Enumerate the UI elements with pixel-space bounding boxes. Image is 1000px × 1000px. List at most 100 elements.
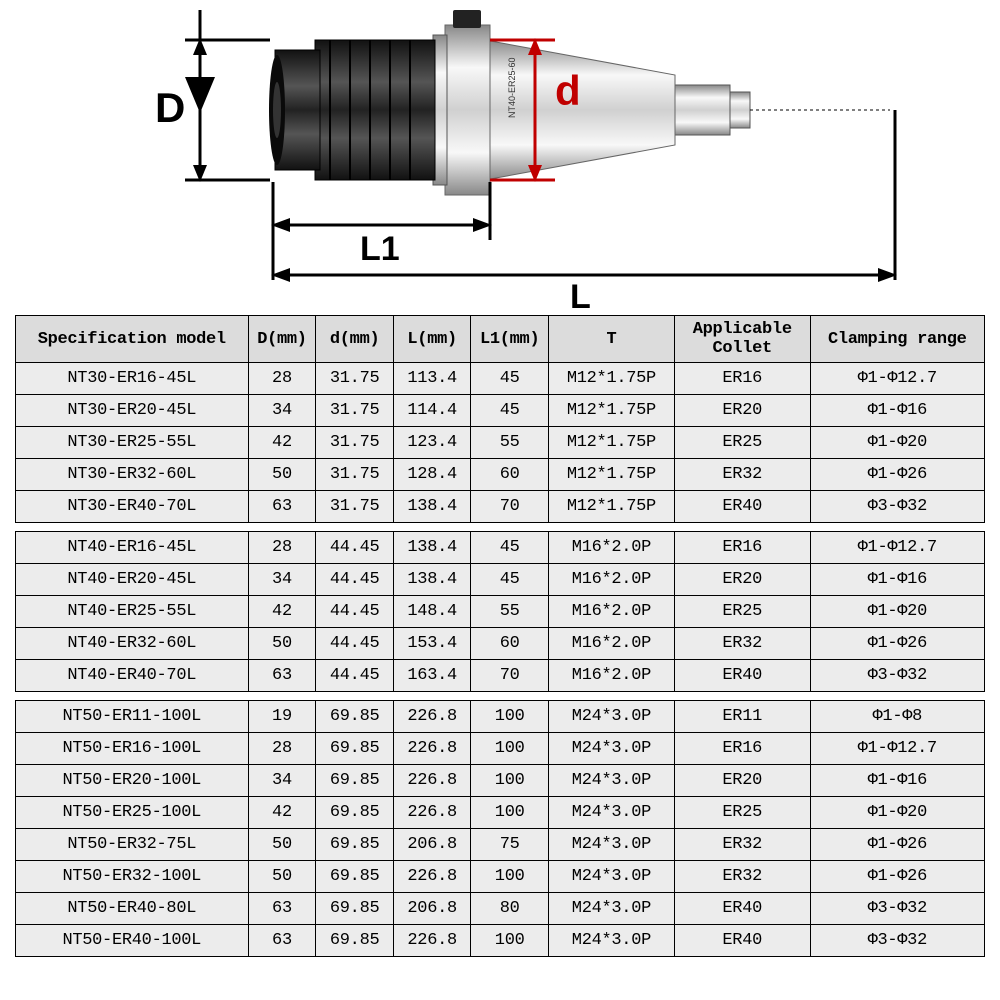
cell-range: Φ1-Φ16 <box>810 564 984 596</box>
hdr-T: T <box>548 316 674 363</box>
cell-T: M12*1.75P <box>548 491 674 523</box>
cell-L: 113.4 <box>393 363 471 395</box>
cell-T: M16*2.0P <box>548 628 674 660</box>
table-row: NT40-ER16-45L2844.45138.445M16*2.0PER16Φ… <box>16 532 985 564</box>
cell-collet: ER16 <box>674 363 810 395</box>
cell-d: 69.85 <box>316 861 394 893</box>
cell-range: Φ1-Φ12.7 <box>810 532 984 564</box>
table-row: NT30-ER20-45L3431.75114.445M12*1.75PER20… <box>16 395 985 427</box>
cell-L1: 45 <box>471 532 549 564</box>
cell-D: 28 <box>248 733 316 765</box>
cell-collet: ER40 <box>674 491 810 523</box>
hdr-L1: L1(mm) <box>471 316 549 363</box>
cell-D: 42 <box>248 427 316 459</box>
product-marking: NT40-ER25-60 <box>507 57 517 118</box>
header-row: Specification model D(mm) d(mm) L(mm) L1… <box>16 316 985 363</box>
cell-L: 128.4 <box>393 459 471 491</box>
cell-T: M24*3.0P <box>548 925 674 957</box>
cell-D: 28 <box>248 363 316 395</box>
cell-range: Φ1-Φ26 <box>810 861 984 893</box>
cell-L1: 100 <box>471 701 549 733</box>
cell-spec: NT40-ER16-45L <box>16 532 249 564</box>
cell-collet: ER32 <box>674 628 810 660</box>
cell-T: M16*2.0P <box>548 660 674 692</box>
cell-spec: NT40-ER40-70L <box>16 660 249 692</box>
cell-T: M12*1.75P <box>548 459 674 491</box>
cell-collet: ER40 <box>674 660 810 692</box>
cell-L1: 75 <box>471 829 549 861</box>
cell-L: 226.8 <box>393 733 471 765</box>
cell-d: 44.45 <box>316 628 394 660</box>
cell-range: Φ3-Φ32 <box>810 660 984 692</box>
cell-d: 44.45 <box>316 660 394 692</box>
cell-collet: ER11 <box>674 701 810 733</box>
cell-L: 138.4 <box>393 564 471 596</box>
table-row: NT40-ER20-45L3444.45138.445M16*2.0PER20Φ… <box>16 564 985 596</box>
cell-range: Φ3-Φ32 <box>810 893 984 925</box>
cell-L1: 45 <box>471 363 549 395</box>
hdr-D: D(mm) <box>248 316 316 363</box>
cell-spec: NT50-ER32-75L <box>16 829 249 861</box>
cell-L1: 100 <box>471 797 549 829</box>
cell-T: M16*2.0P <box>548 596 674 628</box>
cell-collet: ER25 <box>674 427 810 459</box>
cell-d: 69.85 <box>316 733 394 765</box>
cell-spec: NT30-ER16-45L <box>16 363 249 395</box>
cell-L1: 60 <box>471 628 549 660</box>
cell-range: Φ1-Φ16 <box>810 395 984 427</box>
cell-D: 42 <box>248 596 316 628</box>
cell-L: 163.4 <box>393 660 471 692</box>
spec-tables: Specification model D(mm) d(mm) L(mm) L1… <box>15 315 985 957</box>
cell-spec: NT30-ER32-60L <box>16 459 249 491</box>
cell-L: 148.4 <box>393 596 471 628</box>
label-L1: L1 <box>360 230 400 268</box>
table-row: NT50-ER32-75L5069.85206.875M24*3.0PER32Φ… <box>16 829 985 861</box>
cell-D: 34 <box>248 564 316 596</box>
cell-L1: 80 <box>471 893 549 925</box>
hdr-spec: Specification model <box>16 316 249 363</box>
hdr-d: d(mm) <box>316 316 394 363</box>
cell-L: 138.4 <box>393 491 471 523</box>
cell-L: 206.8 <box>393 893 471 925</box>
cell-range: Φ1-Φ12.7 <box>810 733 984 765</box>
cell-collet: ER32 <box>674 829 810 861</box>
cell-collet: ER16 <box>674 532 810 564</box>
cell-range: Φ1-Φ20 <box>810 797 984 829</box>
cell-d: 31.75 <box>316 427 394 459</box>
cell-collet: ER40 <box>674 893 810 925</box>
cell-D: 63 <box>248 660 316 692</box>
table-row: NT40-ER32-60L5044.45153.460M16*2.0PER32Φ… <box>16 628 985 660</box>
cell-L: 114.4 <box>393 395 471 427</box>
table-row: NT30-ER16-45L2831.75113.445M12*1.75PER16… <box>16 363 985 395</box>
cell-range: Φ1-Φ26 <box>810 628 984 660</box>
cell-D: 50 <box>248 829 316 861</box>
table-row: NT50-ER32-100L5069.85226.8100M24*3.0PER3… <box>16 861 985 893</box>
table-row: NT50-ER40-80L6369.85206.880M24*3.0PER40Φ… <box>16 893 985 925</box>
cell-L1: 55 <box>471 596 549 628</box>
cell-L: 153.4 <box>393 628 471 660</box>
cell-spec: NT40-ER32-60L <box>16 628 249 660</box>
cell-T: M16*2.0P <box>548 532 674 564</box>
cell-L1: 70 <box>471 660 549 692</box>
cell-D: 50 <box>248 628 316 660</box>
cell-collet: ER32 <box>674 459 810 491</box>
cell-spec: NT50-ER16-100L <box>16 733 249 765</box>
cell-L1: 60 <box>471 459 549 491</box>
cell-L: 226.8 <box>393 765 471 797</box>
cell-range: Φ1-Φ16 <box>810 765 984 797</box>
cell-collet: ER25 <box>674 596 810 628</box>
cell-d: 69.85 <box>316 797 394 829</box>
cell-spec: NT30-ER20-45L <box>16 395 249 427</box>
cell-spec: NT40-ER25-55L <box>16 596 249 628</box>
cell-range: Φ1-Φ20 <box>810 427 984 459</box>
table-row: NT50-ER11-100L1969.85226.8100M24*3.0PER1… <box>16 701 985 733</box>
cell-d: 69.85 <box>316 925 394 957</box>
cell-T: M24*3.0P <box>548 829 674 861</box>
cell-range: Φ1-Φ8 <box>810 701 984 733</box>
cell-collet: ER20 <box>674 564 810 596</box>
cell-d: 31.75 <box>316 395 394 427</box>
cell-d: 44.45 <box>316 532 394 564</box>
cell-D: 63 <box>248 925 316 957</box>
cell-L: 226.8 <box>393 861 471 893</box>
hdr-range: Clamping range <box>810 316 984 363</box>
